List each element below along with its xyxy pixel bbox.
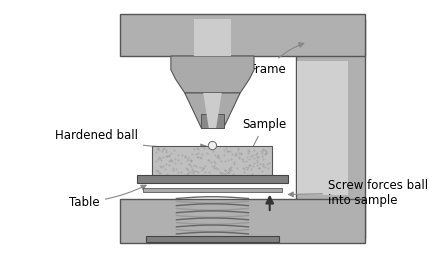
Text: Frame: Frame bbox=[249, 43, 304, 76]
FancyBboxPatch shape bbox=[152, 145, 272, 176]
FancyBboxPatch shape bbox=[137, 175, 288, 183]
FancyBboxPatch shape bbox=[120, 14, 365, 56]
Polygon shape bbox=[171, 56, 254, 93]
Circle shape bbox=[208, 141, 216, 150]
FancyBboxPatch shape bbox=[120, 199, 365, 243]
Text: Table: Table bbox=[69, 185, 146, 209]
Text: Screw forces ball
into sample: Screw forces ball into sample bbox=[289, 179, 428, 207]
FancyBboxPatch shape bbox=[202, 114, 224, 128]
FancyBboxPatch shape bbox=[194, 19, 231, 56]
Text: Hardened ball: Hardened ball bbox=[55, 129, 205, 149]
FancyBboxPatch shape bbox=[146, 236, 279, 242]
Text: Sample: Sample bbox=[242, 118, 286, 154]
FancyBboxPatch shape bbox=[143, 188, 282, 192]
Polygon shape bbox=[185, 93, 240, 128]
FancyBboxPatch shape bbox=[297, 61, 348, 195]
Polygon shape bbox=[203, 93, 222, 128]
FancyBboxPatch shape bbox=[296, 19, 365, 238]
